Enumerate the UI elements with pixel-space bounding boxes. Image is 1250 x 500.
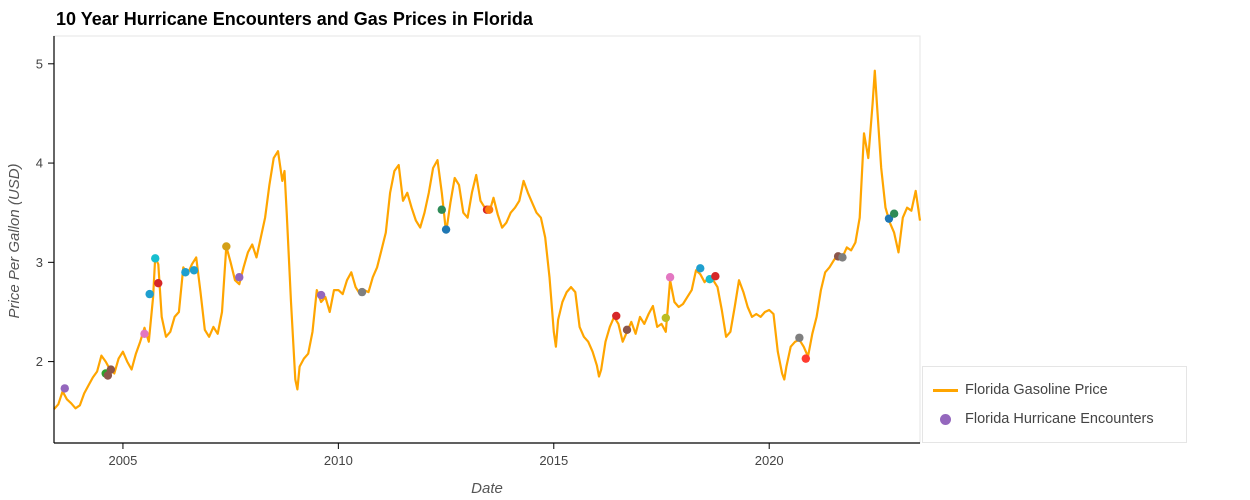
hurricane-point xyxy=(437,205,446,214)
hurricane-point xyxy=(838,253,847,262)
legend-label-gas-price: Florida Gasoline Price xyxy=(965,382,1108,398)
hurricane-point xyxy=(795,333,804,342)
hurricane-point xyxy=(140,329,149,339)
hurricane-point xyxy=(106,365,116,374)
y-tick-label: 4 xyxy=(36,156,43,171)
plot-border xyxy=(53,35,921,444)
hurricane-point xyxy=(696,264,705,273)
x-tick-label: 2020 xyxy=(755,453,784,468)
hurricane-point xyxy=(154,278,163,288)
hurricane-point xyxy=(181,268,190,277)
axis-layer: 2 3 4 5 2005 2010 2015 2020 xyxy=(36,36,920,468)
hurricane-point xyxy=(357,287,367,297)
legend: Florida Gasoline Price Florida Hurricane… xyxy=(922,366,1187,443)
hurricane-point xyxy=(145,289,154,299)
hurricane-point xyxy=(189,266,199,275)
y-axis-label: Price Per Gallon (USD) xyxy=(6,163,23,318)
y-tick-label: 5 xyxy=(36,56,43,71)
hurricane-point xyxy=(801,354,811,363)
plot-frame xyxy=(53,35,921,444)
hurricane-point xyxy=(665,273,675,282)
gas-price-line xyxy=(53,69,922,410)
dot-swatch-icon xyxy=(940,413,951,425)
x-tick-label: 2010 xyxy=(324,453,353,468)
hurricane-point xyxy=(60,384,69,393)
hurricane-point xyxy=(235,273,244,282)
hurricane-point xyxy=(151,254,160,263)
y-tick-label: 3 xyxy=(36,255,43,270)
hurricane-point xyxy=(711,272,720,281)
y-tick-label: 2 xyxy=(36,354,43,369)
hurricane-point xyxy=(222,242,231,251)
line-layer xyxy=(53,69,922,410)
x-axis-label: Date xyxy=(471,480,503,497)
hurricane-point xyxy=(889,209,899,218)
x-tick-label: 2015 xyxy=(539,453,568,468)
hurricane-point xyxy=(622,325,632,335)
legend-item-gas-price[interactable]: Florida Gasoline Price xyxy=(933,379,1108,401)
line-swatch-icon xyxy=(933,388,958,392)
chart-title: 10 Year Hurricane Encounters and Gas Pri… xyxy=(56,9,533,29)
legend-label-hurricanes: Florida Hurricane Encounters xyxy=(965,411,1154,427)
hurricane-point xyxy=(441,225,451,234)
hurricane-point xyxy=(316,290,326,300)
legend-item-hurricanes[interactable]: Florida Hurricane Encounters xyxy=(933,408,1154,430)
hurricane-point xyxy=(661,313,671,323)
hurricane-point xyxy=(484,205,494,214)
point-layer xyxy=(60,205,899,393)
hurricane-point xyxy=(612,311,621,321)
x-tick-label: 2005 xyxy=(108,453,137,468)
